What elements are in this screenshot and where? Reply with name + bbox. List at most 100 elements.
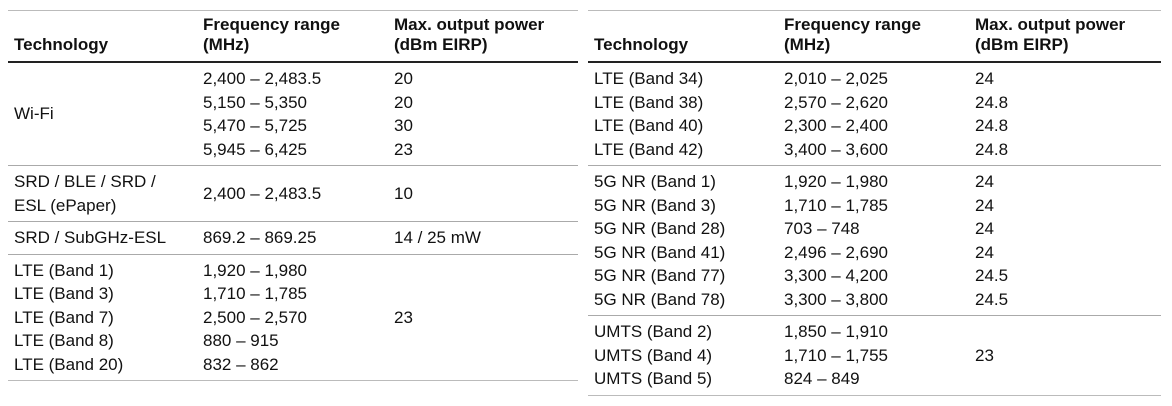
power-text: 24 — [975, 242, 994, 262]
frequency-text: 703 – 748 — [784, 219, 860, 238]
frequency-text: 2,570 – 2,620 — [784, 92, 888, 112]
technology-cell: LTE (Band 1) LTE (Band 3) LTE (Band 7) LTE … — [8, 254, 197, 381]
frequency-text: 5,150 – 5,350 — [203, 92, 307, 112]
technology-cell: 5G NR (Band 1) 5G NR (Band 3) 5G NR (Band … — [588, 165, 778, 316]
power-text: 23 — [394, 307, 413, 327]
frequency-cell: 2,400 – 2,483.5 5,150 – 5,350 5,470 – 5,72… — [197, 62, 388, 166]
power-cell: 10 — [388, 165, 578, 222]
power-cell: 23 — [388, 254, 578, 381]
power-cell: 24 24.8 24.8 24.8 — [969, 62, 1161, 166]
frequency-text: 832 – 862 — [203, 354, 279, 374]
technology-cell: Wi-Fi — [8, 62, 197, 166]
power-cell: 14 / 25 mW — [388, 221, 578, 255]
power-text: 24 — [975, 172, 994, 191]
group-row: Wi-Fi 2,400 – 2,483.5 5,150 – 5,350 5,470 –… — [8, 62, 578, 166]
technology-text: LTE (Band 3) — [14, 284, 114, 303]
group-row: LTE (Band 1) LTE (Band 3) LTE (Band 7) LTE … — [8, 254, 578, 381]
frequency-cell: 2,010 – 2,025 2,570 – 2,620 2,300 – 2,400 3… — [778, 62, 969, 166]
frequency-text: 869.2 – 869.25 — [203, 228, 317, 247]
frequency-text: 2,500 – 2,570 — [203, 307, 307, 327]
technology-text: 5G NR (Band 78) — [594, 289, 726, 309]
technology-text: SRD / BLE / SRD / ESL (ePaper) — [14, 172, 156, 215]
technology-text: 5G NR (Band 41) — [594, 242, 726, 262]
frequency-text: 880 – 915 — [203, 331, 279, 350]
technology-text: LTE (Band 1) — [14, 260, 114, 280]
technology-cell: SRD / BLE / SRD / ESL (ePaper) — [8, 165, 197, 222]
technology-cell: LTE (Band 34) LTE (Band 38) LTE (Band 40) L… — [588, 62, 778, 166]
frequency-text: 1,850 – 1,910 — [784, 322, 888, 341]
power-text: 23 — [975, 345, 994, 365]
frequency-cell: 1,920 – 1,980 1,710 – 1,785 703 – 748 2,496… — [778, 165, 969, 316]
frequency-cell: 1,920 – 1,980 1,710 – 1,785 2,500 – 2,570 8… — [197, 254, 388, 381]
frequency-text: 1,710 – 1,785 — [784, 195, 888, 215]
technology-text: UMTS (Band 2) — [594, 322, 713, 341]
technology-cell: SRD / SubGHz-ESL — [8, 221, 197, 255]
group-row: 5G NR (Band 1) 5G NR (Band 3) 5G NR (Band … — [588, 165, 1161, 316]
header-row: Technology Frequency range (MHz) Max. outp… — [588, 10, 1161, 63]
power-cell: 24 24 24 24 24.5 24.5 — [969, 165, 1161, 316]
frequency-cell: 869.2 – 869.25 — [197, 221, 388, 255]
header-row: Technology Frequency range (MHz) Max. outp… — [8, 10, 578, 63]
technology-text: LTE (Band 7) — [14, 307, 114, 327]
frequency-text: 3,400 – 3,600 — [784, 139, 888, 159]
frequency-text: 2,010 – 2,025 — [784, 69, 888, 88]
power-text: 14 / 25 mW — [394, 228, 481, 247]
group-row: SRD / SubGHz-ESL 869.2 – 869.25 14 / 25 mW — [8, 221, 578, 255]
power-text: 24 — [975, 219, 994, 238]
power-text: 24.5 — [975, 266, 1009, 285]
technology-text: UMTS (Band 4) — [594, 345, 713, 365]
header-cell: Max. output power (dBm EIRP) — [388, 10, 578, 63]
power-text: 24.8 — [975, 139, 1009, 159]
technology-cell: UMTS (Band 2) UMTS (Band 4) UMTS (Band 5) — [588, 315, 778, 396]
group-row: SRD / BLE / SRD / ESL (ePaper) 2,400 – 2,… — [8, 165, 578, 222]
power-text: 20 — [394, 92, 413, 112]
frequency-text: 1,920 – 1,980 — [203, 260, 307, 280]
header-cell: Frequency range (MHz) — [778, 10, 969, 63]
frequency-text: 1,710 – 1,755 — [784, 345, 888, 365]
technology-text: LTE (Band 38) — [594, 92, 704, 112]
power-text: 30 — [394, 116, 413, 135]
power-text: 10 — [394, 183, 413, 203]
power-cell: 23 — [969, 315, 1161, 396]
technology-text: UMTS (Band 5) — [594, 369, 713, 388]
technology-text: 5G NR (Band 1) — [594, 172, 716, 191]
frequency-text: 3,300 – 4,200 — [784, 266, 888, 285]
technology-text: Wi-Fi — [14, 104, 54, 124]
technology-text: LTE (Band 42) — [594, 139, 704, 159]
frequency-text: 1,920 – 1,980 — [784, 172, 888, 191]
technology-text: 5G NR (Band 28) — [594, 219, 726, 238]
frequency-text: 3,300 – 3,800 — [784, 289, 888, 309]
table: Technology Frequency range (MHz) Max. outp… — [588, 10, 1161, 396]
frequency-text: 2,300 – 2,400 — [784, 116, 888, 135]
technology-text: SRD / SubGHz-ESL — [14, 228, 167, 247]
header-cell: Max. output power (dBm EIRP) — [969, 10, 1161, 63]
frequency-text: 824 – 849 — [784, 369, 860, 388]
technology-text: 5G NR (Band 3) — [594, 195, 716, 215]
group-row: LTE (Band 34) LTE (Band 38) LTE (Band 40) L… — [588, 62, 1161, 166]
power-text: 24 — [975, 69, 994, 88]
technology-text: LTE (Band 20) — [14, 354, 124, 374]
frequency-text: 2,400 – 2,483.5 — [203, 69, 322, 88]
power-text: 24.8 — [975, 116, 1009, 135]
technology-text: LTE (Band 8) — [14, 331, 114, 350]
power-cell: 20 20 30 23 — [388, 62, 578, 166]
frequency-text: 5,945 – 6,425 — [203, 139, 307, 159]
frequency-text: 1,710 – 1,785 — [203, 284, 307, 303]
header-cell: Frequency range (MHz) — [197, 10, 388, 63]
frequency-text: 5,470 – 5,725 — [203, 116, 307, 135]
group-row: UMTS (Band 2) UMTS (Band 4) UMTS (Band 5) 1… — [588, 315, 1161, 396]
technology-text: LTE (Band 40) — [594, 116, 704, 135]
header-cell: Technology — [588, 10, 778, 63]
header-cell: Technology — [8, 10, 197, 63]
frequency-cell: 1,850 – 1,910 1,710 – 1,755 824 – 849 — [778, 315, 969, 396]
power-text: 24 — [975, 195, 994, 215]
frequency-text: 2,496 – 2,690 — [784, 242, 888, 262]
frequency-text: 2,400 – 2,483.5 — [203, 183, 322, 203]
power-text: 23 — [394, 139, 413, 159]
frequency-cell: 2,400 – 2,483.5 — [197, 165, 388, 222]
technology-text: LTE (Band 34) — [594, 69, 704, 88]
power-text: 24.5 — [975, 289, 1009, 309]
power-text: 20 — [394, 69, 413, 88]
technology-text: 5G NR (Band 77) — [594, 266, 726, 285]
